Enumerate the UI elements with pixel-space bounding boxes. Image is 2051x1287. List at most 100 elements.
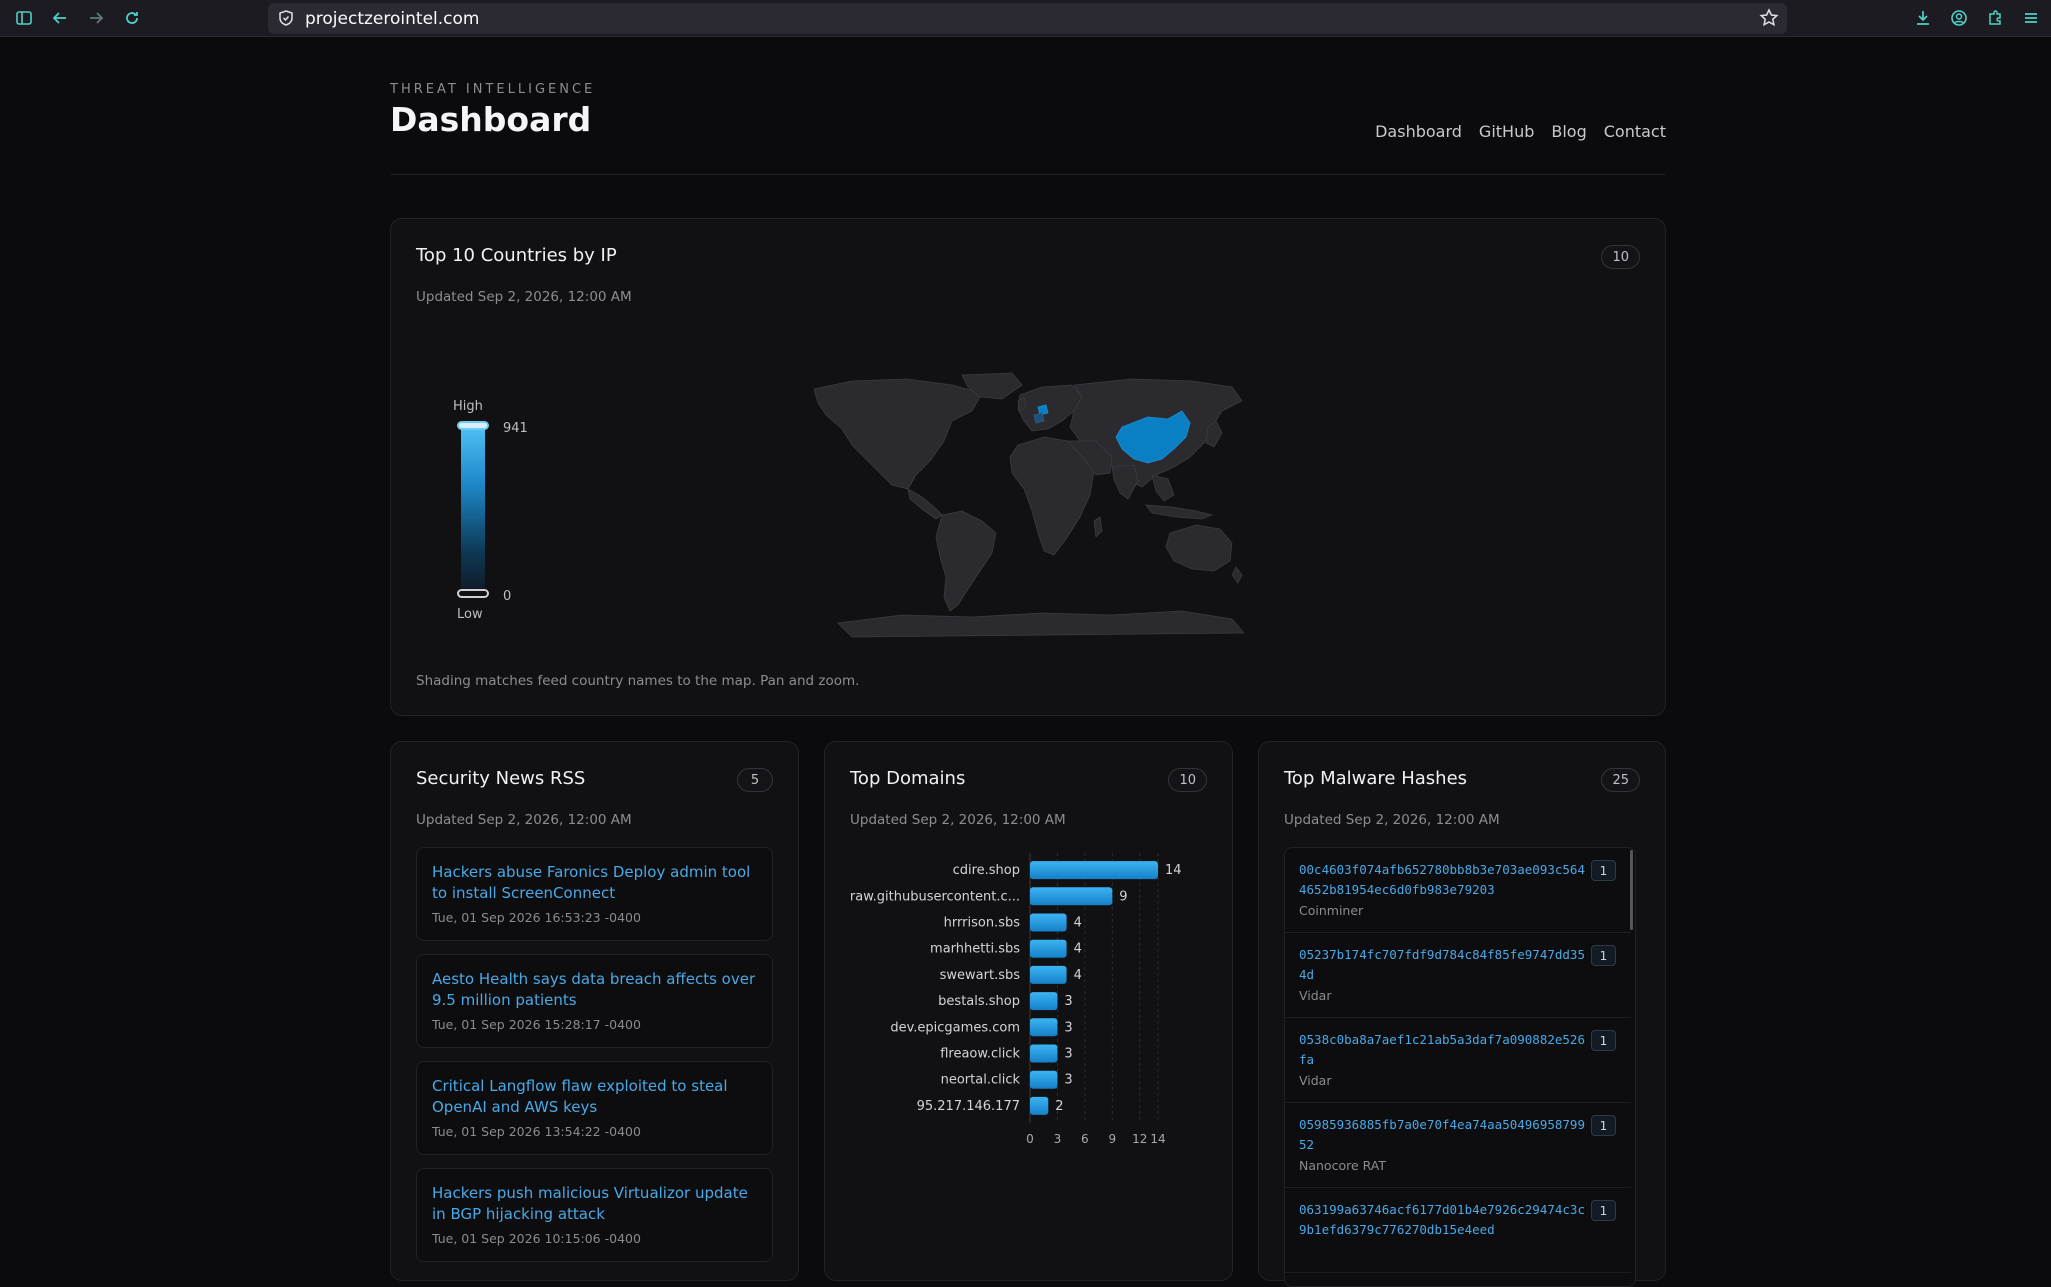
hash-value[interactable]: 063199a63746acf6177d01b4e7926c29474c3c9b… <box>1299 1202 1585 1237</box>
chart-bar[interactable] <box>1030 887 1113 906</box>
chart-value-label: 4 <box>1074 916 1082 931</box>
chart-x-tick-label: 9 <box>1108 1132 1116 1146</box>
map-north-america <box>813 378 983 490</box>
sidebar-toggle-icon[interactable] <box>12 6 36 30</box>
top-domains-card: Top Domains 10 Updated Sep 2, 2026, 12:0… <box>824 741 1233 1281</box>
hash-value[interactable]: 00c4603f074afb652780bb8b3e703ae093c56446… <box>1299 862 1585 897</box>
hash-list-scrollbar[interactable] <box>1630 850 1633 930</box>
chart-category-label: hrrrison.sbs <box>944 916 1021 931</box>
chart-value-label: 2 <box>1055 1099 1063 1114</box>
forward-icon[interactable] <box>84 6 108 30</box>
nav-contact[interactable]: Contact <box>1603 122 1666 141</box>
hash-value[interactable]: 0538c0ba8a7aef1c21ab5a3daf7a090882e526fa <box>1299 1032 1585 1067</box>
legend-max-handle[interactable] <box>457 421 489 430</box>
reload-icon[interactable] <box>120 6 144 30</box>
hash-item[interactable]: 0538c0ba8a7aef1c21ab5a3daf7a090882e526fa… <box>1285 1018 1631 1103</box>
news-item[interactable]: Aesto Health says data breach affects ov… <box>416 954 773 1048</box>
map-japan <box>1205 420 1223 448</box>
back-icon[interactable] <box>48 6 72 30</box>
hash-item[interactable]: 063199a63746acf6177d01b4e7926c29474c3c9b… <box>1285 1188 1631 1273</box>
malware-family: Nanocore RAT <box>1299 1158 1387 1173</box>
world-map[interactable] <box>812 371 1244 641</box>
countries-map-card: Top 10 Countries by IP 10 Updated Sep 2,… <box>390 218 1666 716</box>
legend-min-handle[interactable] <box>457 589 489 598</box>
news-date: Tue, 01 Sep 2026 13:54:22 -0400 <box>432 1124 641 1139</box>
hash-value[interactable]: 05985936885fb7a0e70f4ea74aa5049695879952 <box>1299 1117 1585 1152</box>
news-item[interactable]: Hackers push malicious Virtualizor updat… <box>416 1168 773 1262</box>
address-bar[interactable]: projectzerointel.com <box>268 3 1787 34</box>
map-south-america <box>935 510 997 612</box>
map-note: Shading matches feed country names to th… <box>416 673 860 689</box>
chart-category-label: marhhetti.sbs <box>930 942 1020 957</box>
legend-min-value: 0 <box>503 589 512 604</box>
map-indonesia <box>1145 504 1214 520</box>
chart-value-label: 3 <box>1064 994 1072 1009</box>
news-headline-link[interactable]: Hackers push malicious Virtualizor updat… <box>432 1184 748 1223</box>
chart-value-label: 3 <box>1064 1020 1072 1035</box>
chart-value-label: 3 <box>1064 1073 1072 1088</box>
chart-bar[interactable] <box>1030 1018 1058 1037</box>
url-text: projectzerointel.com <box>305 9 480 29</box>
hash-list[interactable]: 00c4603f074afb652780bb8b3e703ae093c56446… <box>1284 847 1636 1287</box>
page-eyebrow: THREAT INTELLIGENCE <box>390 82 596 97</box>
chart-category-label: neortal.click <box>941 1073 1021 1088</box>
bookmark-star-icon[interactable] <box>1759 8 1779 32</box>
chart-bar[interactable] <box>1030 861 1158 880</box>
map-madagascar <box>1093 516 1103 538</box>
chart-bar[interactable] <box>1030 1044 1058 1063</box>
nav-blog[interactable]: Blog <box>1551 122 1587 141</box>
nav-dashboard[interactable]: Dashboard <box>1375 122 1462 141</box>
map-australia <box>1165 524 1233 572</box>
legend-gradient-bar <box>461 425 485 593</box>
news-headline-link[interactable]: Aesto Health says data breach affects ov… <box>432 970 756 1009</box>
hash-count-badge: 1 <box>1591 1115 1616 1136</box>
chart-bar[interactable] <box>1030 965 1067 984</box>
legend-high-label: High <box>453 399 483 414</box>
map-count-badge: 10 <box>1601 245 1640 269</box>
chart-x-tick-label: 3 <box>1054 1132 1062 1146</box>
domains-updated-text: Updated Sep 2, 2026, 12:00 AM <box>850 812 1066 828</box>
browser-toolbar: projectzerointel.com <box>0 0 2051 37</box>
hash-count-badge: 1 <box>1591 1030 1616 1051</box>
hash-value[interactable]: 05237b174fc707fdf9d784c84f85fe9747dd354d <box>1299 947 1585 982</box>
chart-bar[interactable] <box>1030 1096 1049 1115</box>
extensions-icon[interactable] <box>1983 6 2007 30</box>
chart-category-label: flreaow.click <box>940 1047 1020 1062</box>
map-netherlands-highlight <box>1037 404 1049 416</box>
account-icon[interactable] <box>1947 6 1971 30</box>
downloads-icon[interactable] <box>1911 6 1935 30</box>
page: THREAT INTELLIGENCE Dashboard Dashboard … <box>0 38 2051 1287</box>
news-headline-link[interactable]: Hackers abuse Faronics Deploy admin tool… <box>432 863 751 902</box>
news-item[interactable]: Hackers abuse Faronics Deploy admin tool… <box>416 847 773 941</box>
menu-icon[interactable] <box>2019 6 2043 30</box>
chart-bar[interactable] <box>1030 992 1058 1011</box>
news-date: Tue, 01 Sep 2026 16:53:23 -0400 <box>432 910 641 925</box>
chart-value-label: 9 <box>1119 889 1127 904</box>
news-headline-link[interactable]: Critical Langflow flaw exploited to stea… <box>432 1077 728 1116</box>
nav-github[interactable]: GitHub <box>1478 122 1535 141</box>
news-count-badge: 5 <box>737 768 773 792</box>
domains-card-title: Top Domains <box>850 768 966 789</box>
site-shield-icon[interactable] <box>277 9 295 31</box>
news-card-title: Security News RSS <box>416 768 586 789</box>
hashes-count-badge: 25 <box>1601 768 1640 792</box>
map-europe <box>1017 384 1083 432</box>
hash-item[interactable]: 05237b174fc707fdf9d784c84f85fe9747dd354d… <box>1285 933 1631 1018</box>
map-central-america <box>907 488 943 520</box>
hash-item[interactable]: 00c4603f074afb652780bb8b3e703ae093c56446… <box>1285 848 1631 933</box>
chart-value-label: 14 <box>1165 863 1182 878</box>
map-greenland <box>961 372 1023 400</box>
chart-bar[interactable] <box>1030 1070 1058 1089</box>
news-item[interactable]: Critical Langflow flaw exploited to stea… <box>416 1061 773 1155</box>
hash-item[interactable]: 05985936885fb7a0e70f4ea74aa5049695879952… <box>1285 1103 1631 1188</box>
chart-x-tick-label: 12 <box>1132 1132 1147 1146</box>
header-divider <box>390 174 1666 175</box>
chart-bar[interactable] <box>1030 939 1067 958</box>
chart-value-label: 4 <box>1074 968 1082 983</box>
malware-family: Vidar <box>1299 988 1332 1003</box>
top-nav: Dashboard GitHub Blog Contact <box>1375 122 1666 141</box>
legend-low-label: Low <box>457 607 483 622</box>
chart-bar[interactable] <box>1030 913 1067 932</box>
domains-count-badge: 10 <box>1168 768 1207 792</box>
